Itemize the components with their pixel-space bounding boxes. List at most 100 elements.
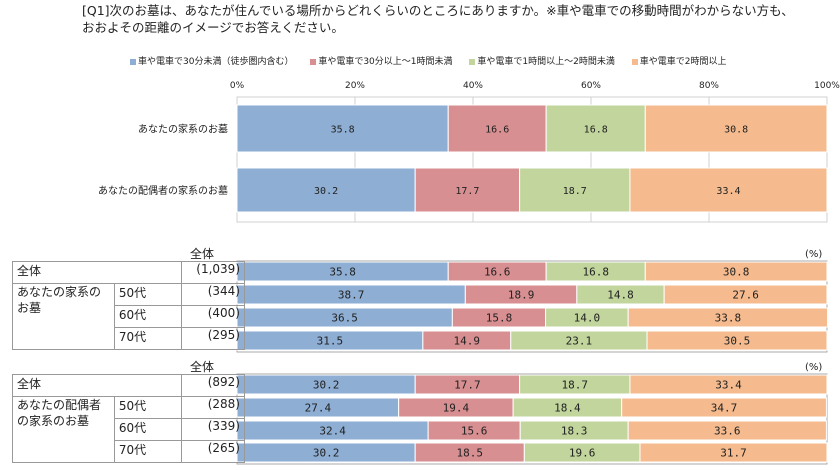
legend-swatch-2 (310, 58, 317, 65)
legend-item-4: 車や電車で2時間以上 (631, 54, 726, 67)
top-row-2-label-1: 30.2 (314, 186, 338, 197)
top-row-1-bar-2 (447, 104, 547, 153)
spouse-row-3-label-2: 15.6 (461, 425, 488, 438)
table-own-family: 全体 (1,039) あなたの家系のお墓 50代 (344) 60代 (400)… (12, 261, 245, 350)
table-row: あなたの家系のお墓 50代 (344) (12, 283, 245, 350)
legend-item-3: 車や電車で1時間以上～2時間未満 (469, 54, 615, 67)
x-tick-label: 60% (581, 81, 601, 91)
spouse-row-4-label-2: 18.5 (457, 447, 484, 460)
row-label: 70代 (113, 327, 183, 350)
top-row-2-label-3: 18.7 (563, 186, 587, 197)
own-row-3-bar-4 (627, 307, 829, 328)
top-row-2-label-4: 33.4 (716, 186, 740, 197)
legend-item-2: 車や電車で30分以上～1時間未満 (310, 54, 453, 67)
spouse-row-4-label-1: 30.2 (313, 447, 340, 460)
own-row-4-label-3: 23.1 (566, 335, 593, 348)
own-row-2-label-4: 27.6 (732, 289, 759, 302)
row-label: 60代 (113, 418, 183, 441)
own-row-1-label-2: 16.6 (484, 266, 511, 279)
x-tick-label: 100% (814, 81, 840, 91)
own-row-3-label-4: 33.8 (715, 312, 742, 325)
spouse-row-4-label-4: 31.7 (720, 447, 747, 460)
row-n: (892) (181, 374, 245, 397)
group-label: あなたの家系のお墓 (12, 283, 115, 350)
spouse-row-1-label-4: 33.4 (715, 379, 742, 392)
top-row-2-bar-4 (629, 167, 828, 213)
row-n: (288) (181, 396, 245, 419)
spouse-row-2-label-3: 18.4 (554, 402, 581, 415)
table-row: 70代 (295) (13, 327, 245, 350)
spouse-row-2-label-1: 27.4 (305, 402, 332, 415)
x-tick-label: 0% (230, 81, 245, 91)
own-row-4-label-4: 30.5 (724, 335, 751, 348)
spouse-row-4-bar-4 (639, 442, 828, 463)
spouse-row-2-label-2: 19.4 (443, 402, 470, 415)
section-title-1: 全体 (190, 247, 215, 261)
top-row-1-bar-4 (644, 104, 828, 153)
top-row-1-bar-1 (236, 104, 449, 153)
category-label: あなたの配偶者の家系のお墓 (98, 184, 228, 197)
table-spouse-family: 全体 (892) あなたの配偶者の家系のお墓 50代 (288) 60代 (33… (12, 374, 245, 463)
section-title-2: 全体 (190, 360, 215, 374)
unit-label-1: (%) (805, 249, 823, 260)
x-tick-label: 40% (463, 81, 483, 91)
row-n: (265) (181, 440, 245, 463)
spouse-row-1-bar-4 (629, 374, 828, 395)
spouse-row-3-label-1: 32.4 (319, 425, 346, 438)
legend: 車や電車で30分未満（徒歩圏内含む） 車や電車で30分以上～1時間未満 車や電車… (130, 54, 740, 67)
legend-swatch-3 (469, 58, 476, 65)
top-row-1-label-4: 30.8 (724, 124, 748, 135)
own-row-4-label-2: 14.9 (454, 335, 481, 348)
table-row: 全体 (892) (12, 374, 245, 397)
own-row-2-label-2: 18.9 (508, 289, 535, 302)
row-label: 60代 (113, 305, 183, 328)
spouse-row-2-bar-4 (621, 397, 827, 418)
row-n: (295) (181, 327, 245, 350)
question-text: [Q1]次のお墓は、あなたが住んでいる場所からどれくらいのところにありますか。※… (82, 3, 794, 35)
spouse-row-3-label-3: 18.3 (561, 425, 588, 438)
category-label: あなたの家系のお墓 (138, 123, 228, 136)
row-n: (344) (181, 283, 245, 306)
own-row-3-label-1: 36.5 (331, 312, 358, 325)
spouse-row-1-label-1: 30.2 (313, 379, 340, 392)
top-row-1-label-1: 35.8 (331, 124, 355, 135)
row-n: (339) (181, 418, 245, 441)
spouse-row-1-label-3: 18.7 (562, 379, 589, 392)
spouse-row-4-label-3: 19.6 (569, 447, 596, 460)
own-row-3-label-2: 15.8 (486, 312, 513, 325)
row-label: 全体 (12, 261, 182, 284)
x-tick-label: 80% (699, 81, 719, 91)
own-row-3-label-3: 14.0 (574, 312, 601, 325)
top-row-2-bar-3 (519, 167, 631, 213)
own-row-2-bar-4 (663, 284, 828, 305)
row-label: 50代 (113, 283, 183, 306)
row-n: (1,039) (181, 261, 245, 284)
top-row-1-bar-3 (545, 104, 646, 153)
own-row-4-label-1: 31.5 (317, 335, 344, 348)
top-row-2-bar-2 (414, 167, 521, 213)
legend-swatch-4 (631, 58, 638, 65)
spouse-row-3-label-4: 33.6 (714, 425, 741, 438)
table-row: 60代 (339) (13, 418, 245, 441)
row-label: 50代 (113, 396, 183, 419)
legend-swatch-1 (130, 58, 136, 65)
own-row-2-label-3: 14.8 (607, 289, 634, 302)
unit-label-2: (%) (805, 362, 823, 373)
top-row-1-label-3: 16.8 (584, 124, 608, 135)
spouse-row-3-bar-4 (627, 420, 827, 441)
legend-item-1: 車や電車で30分未満（徒歩圏内含む） (130, 54, 293, 67)
own-row-4-bar-4 (646, 330, 828, 351)
x-tick-label: 20% (345, 81, 365, 91)
group-label: あなたの配偶者の家系のお墓 (12, 396, 115, 463)
own-row-1-bar-4 (644, 261, 828, 282)
top-row-1-label-2: 16.6 (485, 124, 509, 135)
own-row-1-label-4: 30.8 (723, 266, 750, 279)
row-n: (400) (181, 305, 245, 328)
own-row-1-label-1: 35.8 (329, 266, 356, 279)
top-row-2-label-2: 17.7 (455, 186, 479, 197)
table-row: 全体 (1,039) (12, 261, 245, 284)
table-row: あなたの配偶者の家系のお墓 50代 (288) (12, 396, 245, 463)
row-label: 全体 (12, 374, 182, 397)
table-row: 70代 (265) (13, 440, 245, 463)
